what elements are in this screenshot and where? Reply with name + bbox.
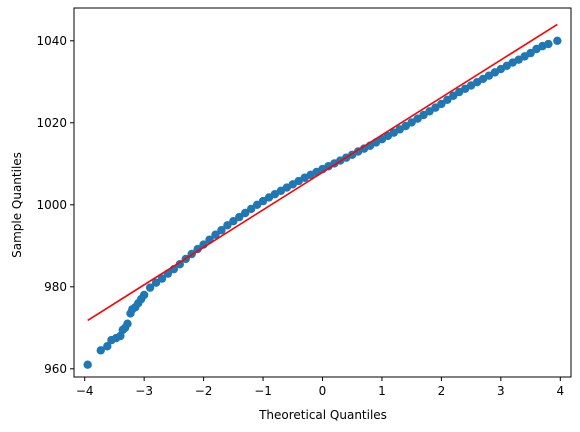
- x-tick-label: 4: [556, 384, 564, 398]
- data-point: [193, 244, 202, 254]
- x-tick-label: −3: [135, 384, 153, 398]
- x-axis-label: Theoretical Quantiles: [258, 408, 387, 422]
- y-tick-label: 960: [44, 362, 67, 376]
- x-tick-label: −4: [76, 384, 94, 398]
- data-point: [175, 260, 185, 269]
- data-point: [443, 95, 452, 105]
- y-tick-label: 980: [44, 280, 67, 294]
- x-tick-label: 3: [497, 384, 505, 398]
- data-point: [241, 208, 250, 218]
- x-tick-label: −1: [254, 384, 272, 398]
- data-point: [123, 319, 132, 328]
- plot-marks: [83, 23, 562, 369]
- data-point: [437, 99, 446, 109]
- data-point: [83, 360, 92, 369]
- data-point: [229, 217, 238, 226]
- x-tick-label: 0: [319, 384, 327, 398]
- x-tick-label: −2: [195, 384, 213, 398]
- data-point: [235, 212, 244, 222]
- y-tick-label: 1000: [36, 198, 67, 212]
- data-point: [139, 290, 149, 300]
- plot-inner: [83, 23, 562, 369]
- reference-line: [87, 23, 558, 322]
- data-point: [145, 283, 155, 292]
- data-point: [544, 39, 553, 49]
- data-point: [96, 346, 105, 355]
- y-axis-label: Sample Quantiles: [10, 152, 24, 258]
- data-point: [211, 230, 220, 239]
- axes-group: −4 −3 −2 −1 0 1 2 3 4 960 980 1000 1020 1040: [36, 7, 572, 398]
- data-point: [217, 226, 226, 235]
- y-tick-label: 1040: [36, 34, 67, 48]
- x-tick-label: 2: [438, 384, 446, 398]
- data-point: [526, 48, 535, 58]
- x-tick-label: 1: [378, 384, 386, 398]
- data-point: [223, 221, 232, 230]
- y-tick-label: 1020: [36, 116, 67, 130]
- data-point: [157, 274, 167, 283]
- data-point: [246, 204, 256, 214]
- data-point: [151, 278, 161, 287]
- data-point: [103, 342, 112, 351]
- data-point: [553, 36, 562, 45]
